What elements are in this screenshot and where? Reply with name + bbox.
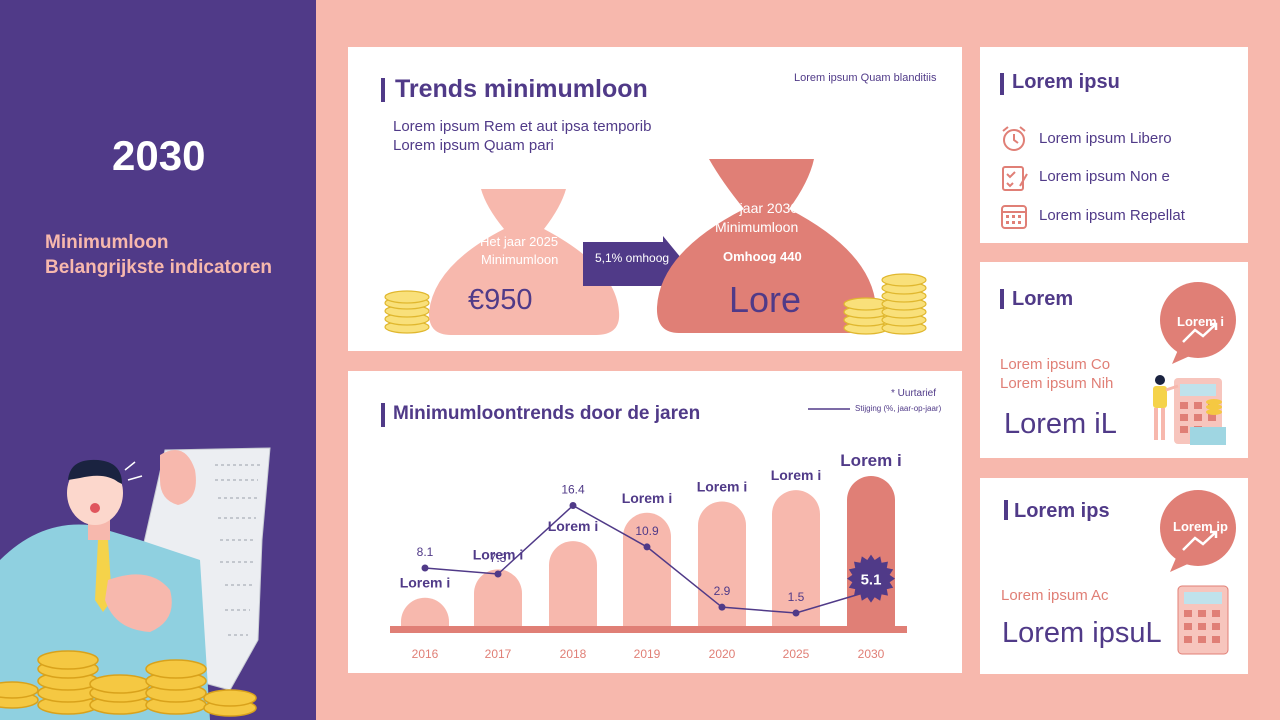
chart-point <box>421 564 429 572</box>
panel-growth: Lorem Lorem i Lorem ipsum Co Lorem ipsum… <box>980 262 1248 458</box>
calculator-icon <box>1177 585 1229 655</box>
chart-x-tick: 2018 <box>560 647 587 661</box>
bag-right-label: Minimumloon <box>715 219 799 235</box>
chart-bar-label: Lorem i <box>697 478 748 494</box>
chart-bar <box>623 512 671 626</box>
panel2-big: Lorem iL <box>1004 408 1117 440</box>
legend-line-icon <box>808 408 850 410</box>
trends-note: Lorem ipsum Quam blanditiis <box>794 72 937 84</box>
money-bag-right-icon <box>656 159 876 333</box>
chart-x-tick: 2017 <box>485 647 512 661</box>
panel-indicators: Lorem ipsu Lorem ipsum Libero Lorem ipsu… <box>980 47 1248 243</box>
speech-bubble-icon <box>1160 282 1236 364</box>
chart-point <box>494 570 502 578</box>
chart-title-accent <box>381 403 385 427</box>
bag-right-up: Omhoog 440 <box>723 249 802 264</box>
bag-left-label: Minimumloon <box>481 252 559 267</box>
bag-left-value: €950 <box>468 284 533 316</box>
year-title: 2030 <box>112 132 206 179</box>
panel1-item-2: Lorem ipsum Non e <box>1039 168 1170 185</box>
chart-card: Minimumloontrends door de jaren * Uurtar… <box>348 371 962 673</box>
panel3-title: Lorem ips <box>1014 500 1110 522</box>
calendar-icon <box>1001 205 1027 229</box>
chart-bar-label: Lorem i <box>400 575 451 591</box>
chart-point-label: 16.4 <box>561 483 585 497</box>
chart-x-tick: 2020 <box>709 647 736 661</box>
coin-stacks <box>0 650 257 717</box>
chart-bar <box>474 569 522 626</box>
person-calculator-illustration <box>1153 375 1226 445</box>
panel3-title-accent <box>1004 500 1008 520</box>
chart-bar <box>847 476 895 626</box>
trends-card: Trends minimumloon Lorem ipsum Quam blan… <box>348 47 962 351</box>
chart-note: * Uurtarief <box>891 388 937 399</box>
chart-point-label: 8.1 <box>417 545 434 559</box>
panel1-title: Lorem ipsu <box>1012 71 1120 93</box>
chart-point-label: 10.9 <box>635 524 659 538</box>
chart-point-label: 7.3 <box>490 551 507 565</box>
money-bag-left-icon <box>428 189 620 335</box>
chart-bar <box>401 597 449 626</box>
panel-calculator: Lorem ips Lorem ip Lorem ipsum Ac Lorem … <box>980 478 1248 674</box>
left-subtitle: Minimumloon Belangrijkste indicatoren <box>45 230 272 280</box>
chart-baseline <box>390 626 907 633</box>
panel2-title: Lorem <box>1012 288 1074 310</box>
panel3-bubble-label: Lorem ip <box>1173 519 1228 534</box>
chart-x-tick: 2030 <box>858 647 885 661</box>
chart-bar-label: Lorem i <box>840 451 901 470</box>
chart-bar-label: Lorem i <box>622 490 673 506</box>
bag-right-year: Het jaar 2030 <box>714 200 799 216</box>
trends-desc-line2: Lorem ipsum Quam pari <box>393 137 554 154</box>
chart-bar <box>772 490 820 626</box>
chart-point <box>792 609 800 617</box>
panel3-big: Lorem ipsuL <box>1002 617 1162 649</box>
left-panel: 2030 Minimumloon Belangrijkste indicator… <box>0 0 316 720</box>
coins-right-icon <box>843 273 927 335</box>
chart-bar <box>698 501 746 626</box>
chart-legend: Stijging (%, jaar-op-jaar) <box>855 404 942 413</box>
panel2-line2: Lorem ipsum Nih <box>1000 375 1114 392</box>
left-subtitle-line1: Minimumloon <box>45 232 169 253</box>
panel2-line1: Lorem ipsum Co <box>1000 356 1111 373</box>
chart-point-label: 1.5 <box>788 590 805 604</box>
trends-desc-line1: Lorem ipsum Rem et aut ipsa temporib <box>393 118 652 135</box>
chart-point <box>643 543 651 551</box>
chart-bar <box>549 541 597 626</box>
chart-x-tick: 2025 <box>783 647 810 661</box>
chart-bar-label: Lorem i <box>548 518 599 534</box>
chart-x-tick: 2016 <box>412 647 439 661</box>
panel3-line1: Lorem ipsum Ac <box>1001 587 1109 604</box>
coins-left-icon <box>384 290 430 334</box>
bag-left-year: Het jaar 2025 <box>480 234 559 249</box>
panel2-title-accent <box>1000 289 1004 309</box>
chart-x-tick: 2019 <box>634 647 661 661</box>
chart-point-label: 2.9 <box>714 584 731 598</box>
panel1-item-1: Lorem ipsum Libero <box>1039 130 1172 147</box>
panel2-bubble-label: Lorem i <box>1177 314 1224 329</box>
left-subtitle-line2: Belangrijkste indicatoren <box>45 257 273 278</box>
panel1-title-accent <box>1000 73 1004 95</box>
arrow-label: 5,1% omhoog <box>595 251 670 265</box>
checklist-icon <box>1002 166 1028 191</box>
chart-point <box>569 502 577 510</box>
trends-desc: Lorem ipsum Rem et aut ipsa temporib Lor… <box>393 117 651 155</box>
panel1-item-3: Lorem ipsum Repellat <box>1039 207 1185 224</box>
trends-title: Trends minimumloon <box>395 75 648 103</box>
chart-point <box>718 603 726 611</box>
minimum-wage-chart: Lorem i 2016 Lorem i 2017 Lorem i 2018 Lorem i… <box>390 451 907 661</box>
chart-title: Minimumloontrends door de jaren <box>393 403 701 424</box>
increase-arrow-icon <box>583 236 686 292</box>
chart-highlight-burst <box>847 554 895 603</box>
bag-right-value: Lore <box>729 279 802 320</box>
chart-bar-label: Lorem i <box>473 546 524 562</box>
man-with-receipt-illustration <box>0 447 271 720</box>
title-accent <box>381 78 385 102</box>
chart-point-label: 5.1 <box>861 572 882 589</box>
alarm-clock-icon <box>1002 126 1026 151</box>
chart-bar-label: Lorem i <box>771 467 822 483</box>
speech-bubble-icon-2 <box>1160 490 1236 572</box>
